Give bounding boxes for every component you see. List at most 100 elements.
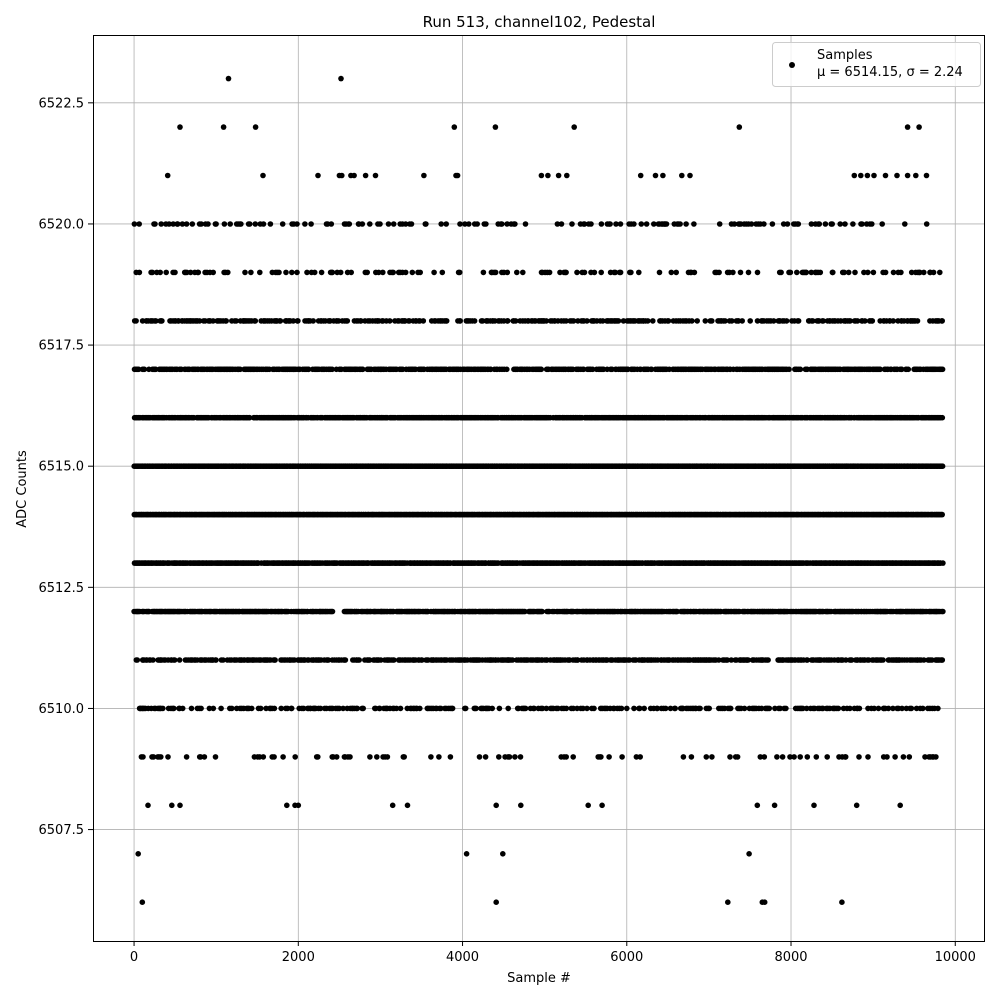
data-point (438, 221, 445, 227)
data-point (822, 221, 829, 227)
data-point (939, 511, 945, 518)
data-point (677, 221, 683, 227)
data-point (877, 366, 883, 373)
data-point (898, 269, 904, 276)
data-point (443, 221, 450, 227)
data-point (870, 269, 877, 276)
data-point (196, 318, 203, 324)
data-point (233, 318, 239, 324)
data-point (348, 269, 355, 276)
data-point (648, 366, 655, 373)
data-point (133, 318, 139, 324)
data-point (737, 269, 744, 276)
data-point (311, 269, 318, 276)
data-point (328, 221, 335, 227)
data-point (668, 269, 675, 276)
data-point (859, 221, 865, 227)
data-point (277, 318, 284, 324)
data-point (905, 366, 912, 373)
data-point (520, 269, 526, 276)
data-point (841, 269, 847, 276)
data-point (163, 269, 169, 276)
data-point (543, 318, 550, 324)
data-point (554, 221, 561, 227)
data-point (318, 269, 325, 276)
data-point (882, 269, 889, 276)
data-point (754, 269, 761, 276)
data-point (939, 318, 945, 324)
data-point (778, 269, 784, 276)
data-point (574, 269, 580, 276)
data-point (939, 463, 946, 470)
data-point (607, 221, 613, 227)
data-point (380, 269, 386, 276)
data-point (504, 269, 511, 276)
data-point (205, 221, 211, 227)
data-point (471, 318, 478, 324)
data-point (837, 221, 843, 227)
data-point (636, 269, 642, 276)
data-point (390, 269, 397, 276)
data-point (512, 318, 519, 324)
data-point (210, 269, 216, 276)
data-point (923, 221, 930, 227)
data-point (358, 318, 364, 324)
data-point (808, 269, 815, 276)
data-point (276, 269, 282, 276)
data-point (439, 269, 446, 276)
data-point (210, 318, 216, 324)
data-point (570, 318, 577, 324)
data-point (223, 318, 229, 324)
data-point (890, 269, 897, 276)
data-point (861, 269, 867, 276)
data-point (329, 366, 336, 373)
data-point (213, 221, 219, 227)
data-point (754, 318, 761, 324)
data-point (787, 269, 794, 276)
data-point (598, 269, 604, 276)
data-point (628, 269, 634, 276)
data-point (820, 318, 826, 324)
data-point (645, 318, 651, 324)
data-point (279, 221, 286, 227)
data-point (174, 221, 181, 227)
data-point (569, 221, 575, 227)
data-point (638, 221, 645, 227)
data-point (304, 269, 310, 276)
data-point (153, 318, 159, 324)
data-point (902, 221, 908, 227)
data-point (615, 318, 622, 324)
data-point (581, 221, 588, 227)
data-point (830, 269, 836, 276)
data-point (492, 269, 499, 276)
data-point (157, 269, 163, 276)
data-point (613, 221, 619, 227)
data-point (850, 221, 856, 227)
data-point (890, 318, 896, 324)
data-point (187, 269, 194, 276)
data-point (908, 269, 915, 276)
data-point (462, 221, 468, 227)
data-point (227, 221, 233, 227)
data-point (238, 221, 244, 227)
data-point (842, 221, 848, 227)
data-point (939, 366, 946, 373)
data-point (390, 221, 397, 227)
data-point (170, 221, 176, 227)
data-point (854, 318, 861, 324)
data-point (808, 221, 815, 227)
data-point (377, 221, 383, 227)
data-point (563, 269, 569, 276)
data-point (631, 221, 637, 227)
data-point (917, 269, 923, 276)
data-point (141, 366, 148, 373)
data-point (166, 221, 172, 227)
data-point (694, 318, 700, 324)
data-point (152, 221, 158, 227)
data-point (869, 318, 876, 324)
data-point (546, 269, 553, 276)
data-point (847, 318, 853, 324)
data-point (512, 221, 518, 227)
